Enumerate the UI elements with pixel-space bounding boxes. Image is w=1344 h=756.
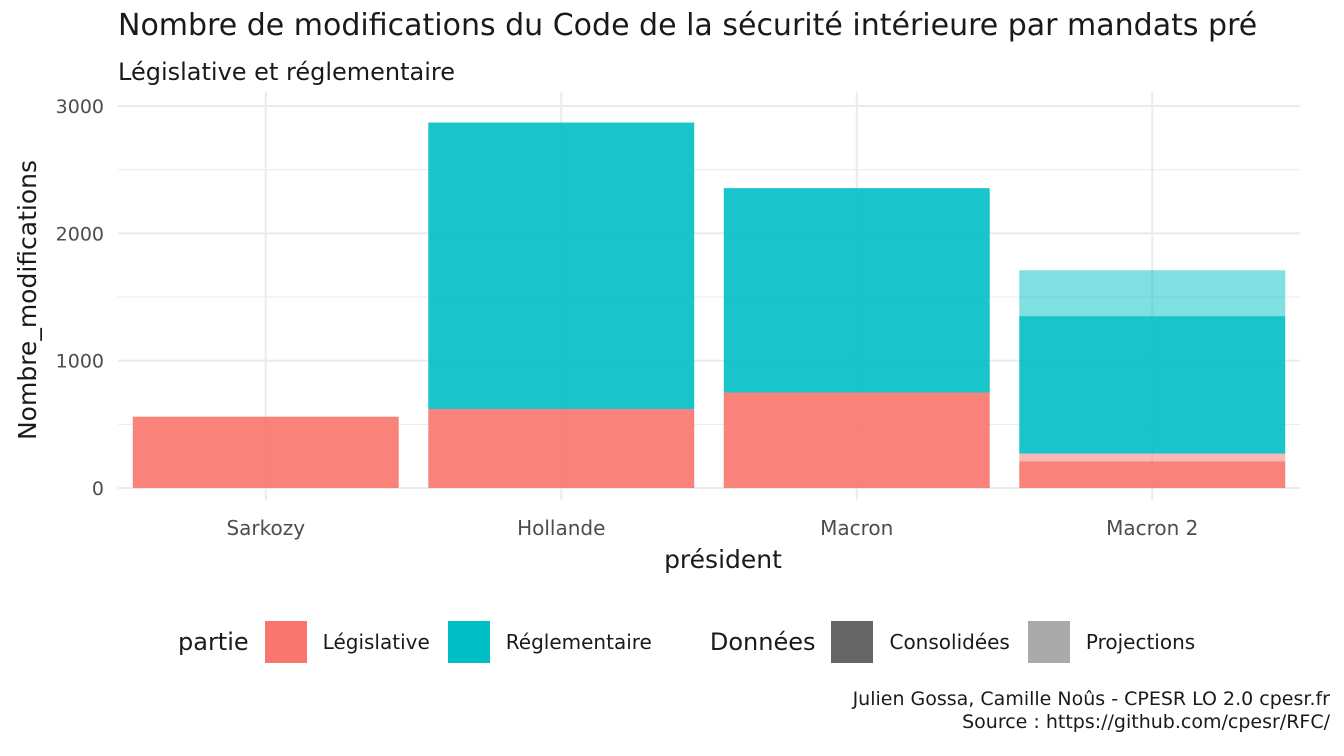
legend-label-legislative: Législative [322,630,430,654]
legend-key-legislative [264,621,307,663]
legend-label-consolidees: Consolidées [889,630,1010,654]
y-tick-label: 2000 [56,223,104,245]
chart-subtitle: Législative et réglementaire [118,58,455,86]
caption-authors: Julien Gossa, Camille Noûs - CPESR LO 2.… [852,688,1330,710]
x-tick-label: Macron [820,516,893,540]
chart-title: Nombre de modifications du Code de la sé… [118,8,1258,43]
caption-source: Source : https://github.com/cpesr/RFC/ [962,710,1330,733]
y-axis-title: Nombre_modifications [13,160,42,440]
legend-title-donnees: Données [709,628,816,656]
legend-key-projections [1027,621,1070,663]
legend-key-consolidees [831,621,874,663]
legend-key-reglementaire [447,621,490,663]
y-tick-label: 1000 [56,351,104,373]
x-axis-title: président [664,545,782,574]
y-tick-label: 3000 [56,96,104,118]
bar-hollande-series-0 [428,409,695,488]
chart-plot: 0 1000 2000 3000 Sarkozy Hollande Macron Macron… [13,92,1300,574]
bar-macron-2-series-0 [1019,461,1286,488]
bar-macron-series-2 [723,188,990,393]
caption: Julien Gossa, Camille Noûs - CPESR LO 2.… [853,688,1330,734]
bar-macron-2-series-3 [1019,270,1286,317]
bar-sarkozy-series-0 [132,416,399,488]
legend: partie Législative Réglementaire Données… [178,620,1213,664]
legend-label-projections: Projections [1085,630,1196,654]
x-tick-label: Hollande [517,516,605,540]
x-tick-label: Macron 2 [1106,516,1198,540]
bar-hollande-series-2 [428,122,695,410]
x-tick-label: Sarkozy [226,516,305,540]
bar-macron-series-0 [723,392,990,488]
legend-label-reglementaire: Réglementaire [505,630,652,654]
bar-macron-2-series-1 [1019,453,1286,462]
legend-title-partie: partie [178,628,249,656]
y-tick-label: 0 [92,478,104,500]
bar-macron-2-series-2 [1019,316,1286,454]
